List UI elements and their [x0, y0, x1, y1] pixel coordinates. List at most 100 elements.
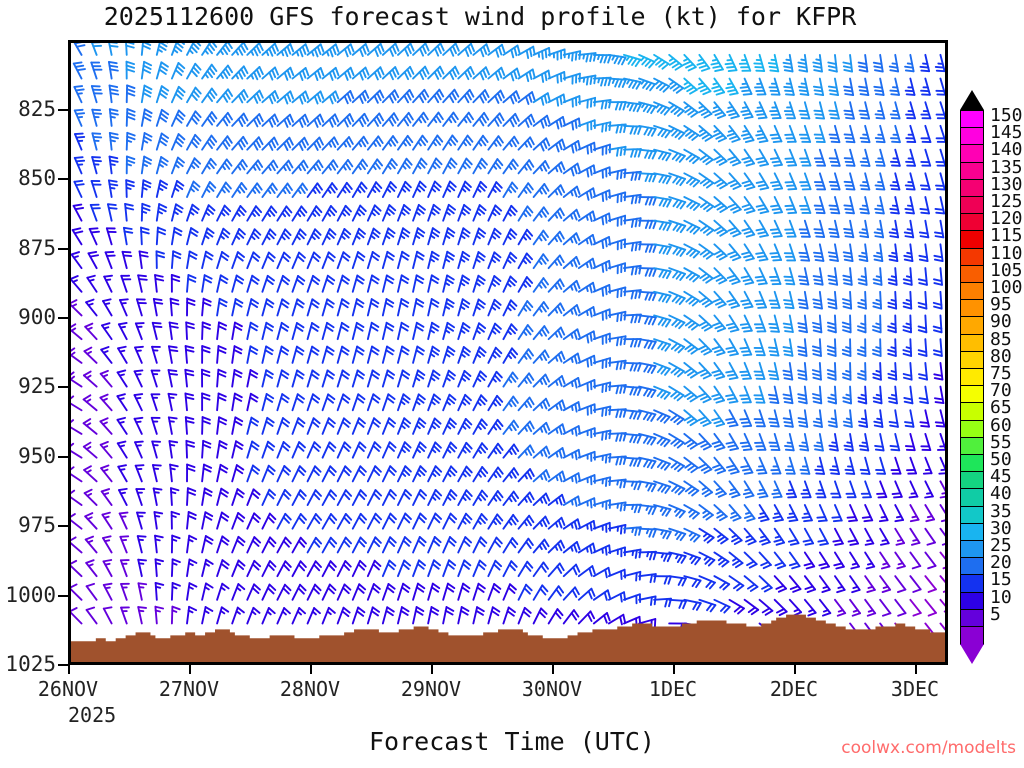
colorbar-swatch [960, 419, 984, 439]
wind-barb [351, 43, 370, 58]
wind-barb [828, 172, 841, 191]
wind-barb [904, 53, 915, 73]
wind-barb [91, 108, 103, 127]
wind-barb [843, 148, 856, 167]
wind-barb [920, 77, 931, 96]
wind-barb [381, 66, 400, 81]
wind-barb [698, 172, 715, 189]
wind-barb [397, 134, 414, 151]
colorbar-swatches [957, 88, 987, 665]
wind-barb [725, 77, 739, 96]
wind-barb [698, 148, 714, 166]
wind-barb [321, 43, 340, 58]
wind-barb [592, 143, 611, 156]
wind-barb [623, 77, 642, 90]
wind-barb [547, 93, 566, 107]
wind-barb [623, 148, 642, 158]
wind-barb [366, 43, 385, 57]
wind-barb [920, 124, 932, 143]
wind-barb [827, 53, 838, 73]
wind-barb [261, 43, 279, 57]
wind-barb [140, 108, 153, 127]
wind-barb [291, 90, 310, 105]
wind-barb [607, 53, 627, 66]
wind-barb [874, 148, 886, 167]
wind-barb [381, 43, 400, 57]
wind-barb [186, 86, 202, 104]
wind-barb [366, 135, 384, 151]
wind-barb [73, 43, 86, 56]
wind-barb [828, 101, 840, 120]
wind-barb [91, 156, 102, 175]
wind-barb [517, 68, 536, 83]
wind-barb [623, 101, 642, 113]
wind-barb [935, 148, 945, 167]
colorbar-swatch [960, 161, 984, 181]
wind-barb [201, 111, 218, 127]
wind-barb [755, 148, 769, 167]
wind-barb [231, 65, 249, 80]
wind-barb [201, 63, 218, 80]
wind-barb [890, 124, 901, 144]
wind-barb-layer [71, 43, 945, 641]
wind-barb [427, 43, 445, 57]
x-axis-tick-mark [915, 665, 917, 674]
colorbar-swatch [960, 540, 984, 559]
wind-barb [920, 101, 932, 120]
wind-barb [261, 90, 280, 105]
colorbar-swatch [960, 299, 984, 318]
wind-barb [306, 159, 324, 175]
wind-barb [682, 53, 697, 72]
colorbar-swatch [960, 557, 984, 576]
wind-barb [668, 53, 684, 71]
y-axis-tick-mark [58, 664, 68, 666]
wind-barb [412, 134, 429, 151]
wind-barb [905, 124, 917, 143]
plot-area[interactable] [68, 40, 948, 665]
wind-barb [261, 136, 279, 151]
wind-barb [711, 77, 726, 96]
wind-barb [799, 172, 812, 191]
wind-barb [517, 45, 536, 59]
wind-barb [607, 77, 627, 88]
wind-barb [712, 101, 727, 120]
wind-barb [186, 62, 202, 80]
wind-barb [828, 148, 841, 167]
wind-barb [502, 67, 521, 82]
wind-barb [291, 67, 310, 81]
watermark-link[interactable]: coolwx.com/modelts [841, 738, 1016, 758]
y-axis-tick-mark [58, 386, 68, 388]
x-axis-tick-mark [310, 665, 312, 674]
wind-barb [859, 124, 871, 144]
wind-barb [683, 77, 698, 95]
wind-barb [842, 53, 853, 73]
wind-barb [261, 113, 279, 128]
wind-barb [782, 53, 794, 73]
wind-barb [246, 113, 264, 128]
wind-barb [412, 88, 430, 104]
colorbar-swatch [960, 608, 984, 628]
wind-barb [442, 43, 460, 57]
wind-barb [246, 159, 264, 175]
colorbar-swatch [960, 316, 984, 336]
wind-barb [873, 77, 885, 96]
x-axis-tick-label: 29NOV [400, 677, 462, 701]
wind-barb [890, 148, 901, 167]
wind-barb [276, 159, 294, 175]
wind-barb [858, 77, 870, 97]
wind-barb [125, 43, 135, 56]
colorbar-swatch [960, 368, 984, 387]
wind-barb [397, 111, 414, 127]
wind-barb [351, 66, 370, 81]
wind-barb [919, 53, 931, 73]
wind-barb [140, 155, 153, 175]
wind-barb [727, 172, 742, 190]
wind-barb [517, 91, 536, 105]
wind-barb [125, 155, 136, 175]
wind-barb [889, 101, 901, 120]
wind-barb [502, 158, 519, 175]
wind-barb [291, 43, 310, 58]
wind-barb [698, 101, 713, 119]
wind-barb [381, 89, 400, 104]
wind-barb [547, 116, 566, 130]
